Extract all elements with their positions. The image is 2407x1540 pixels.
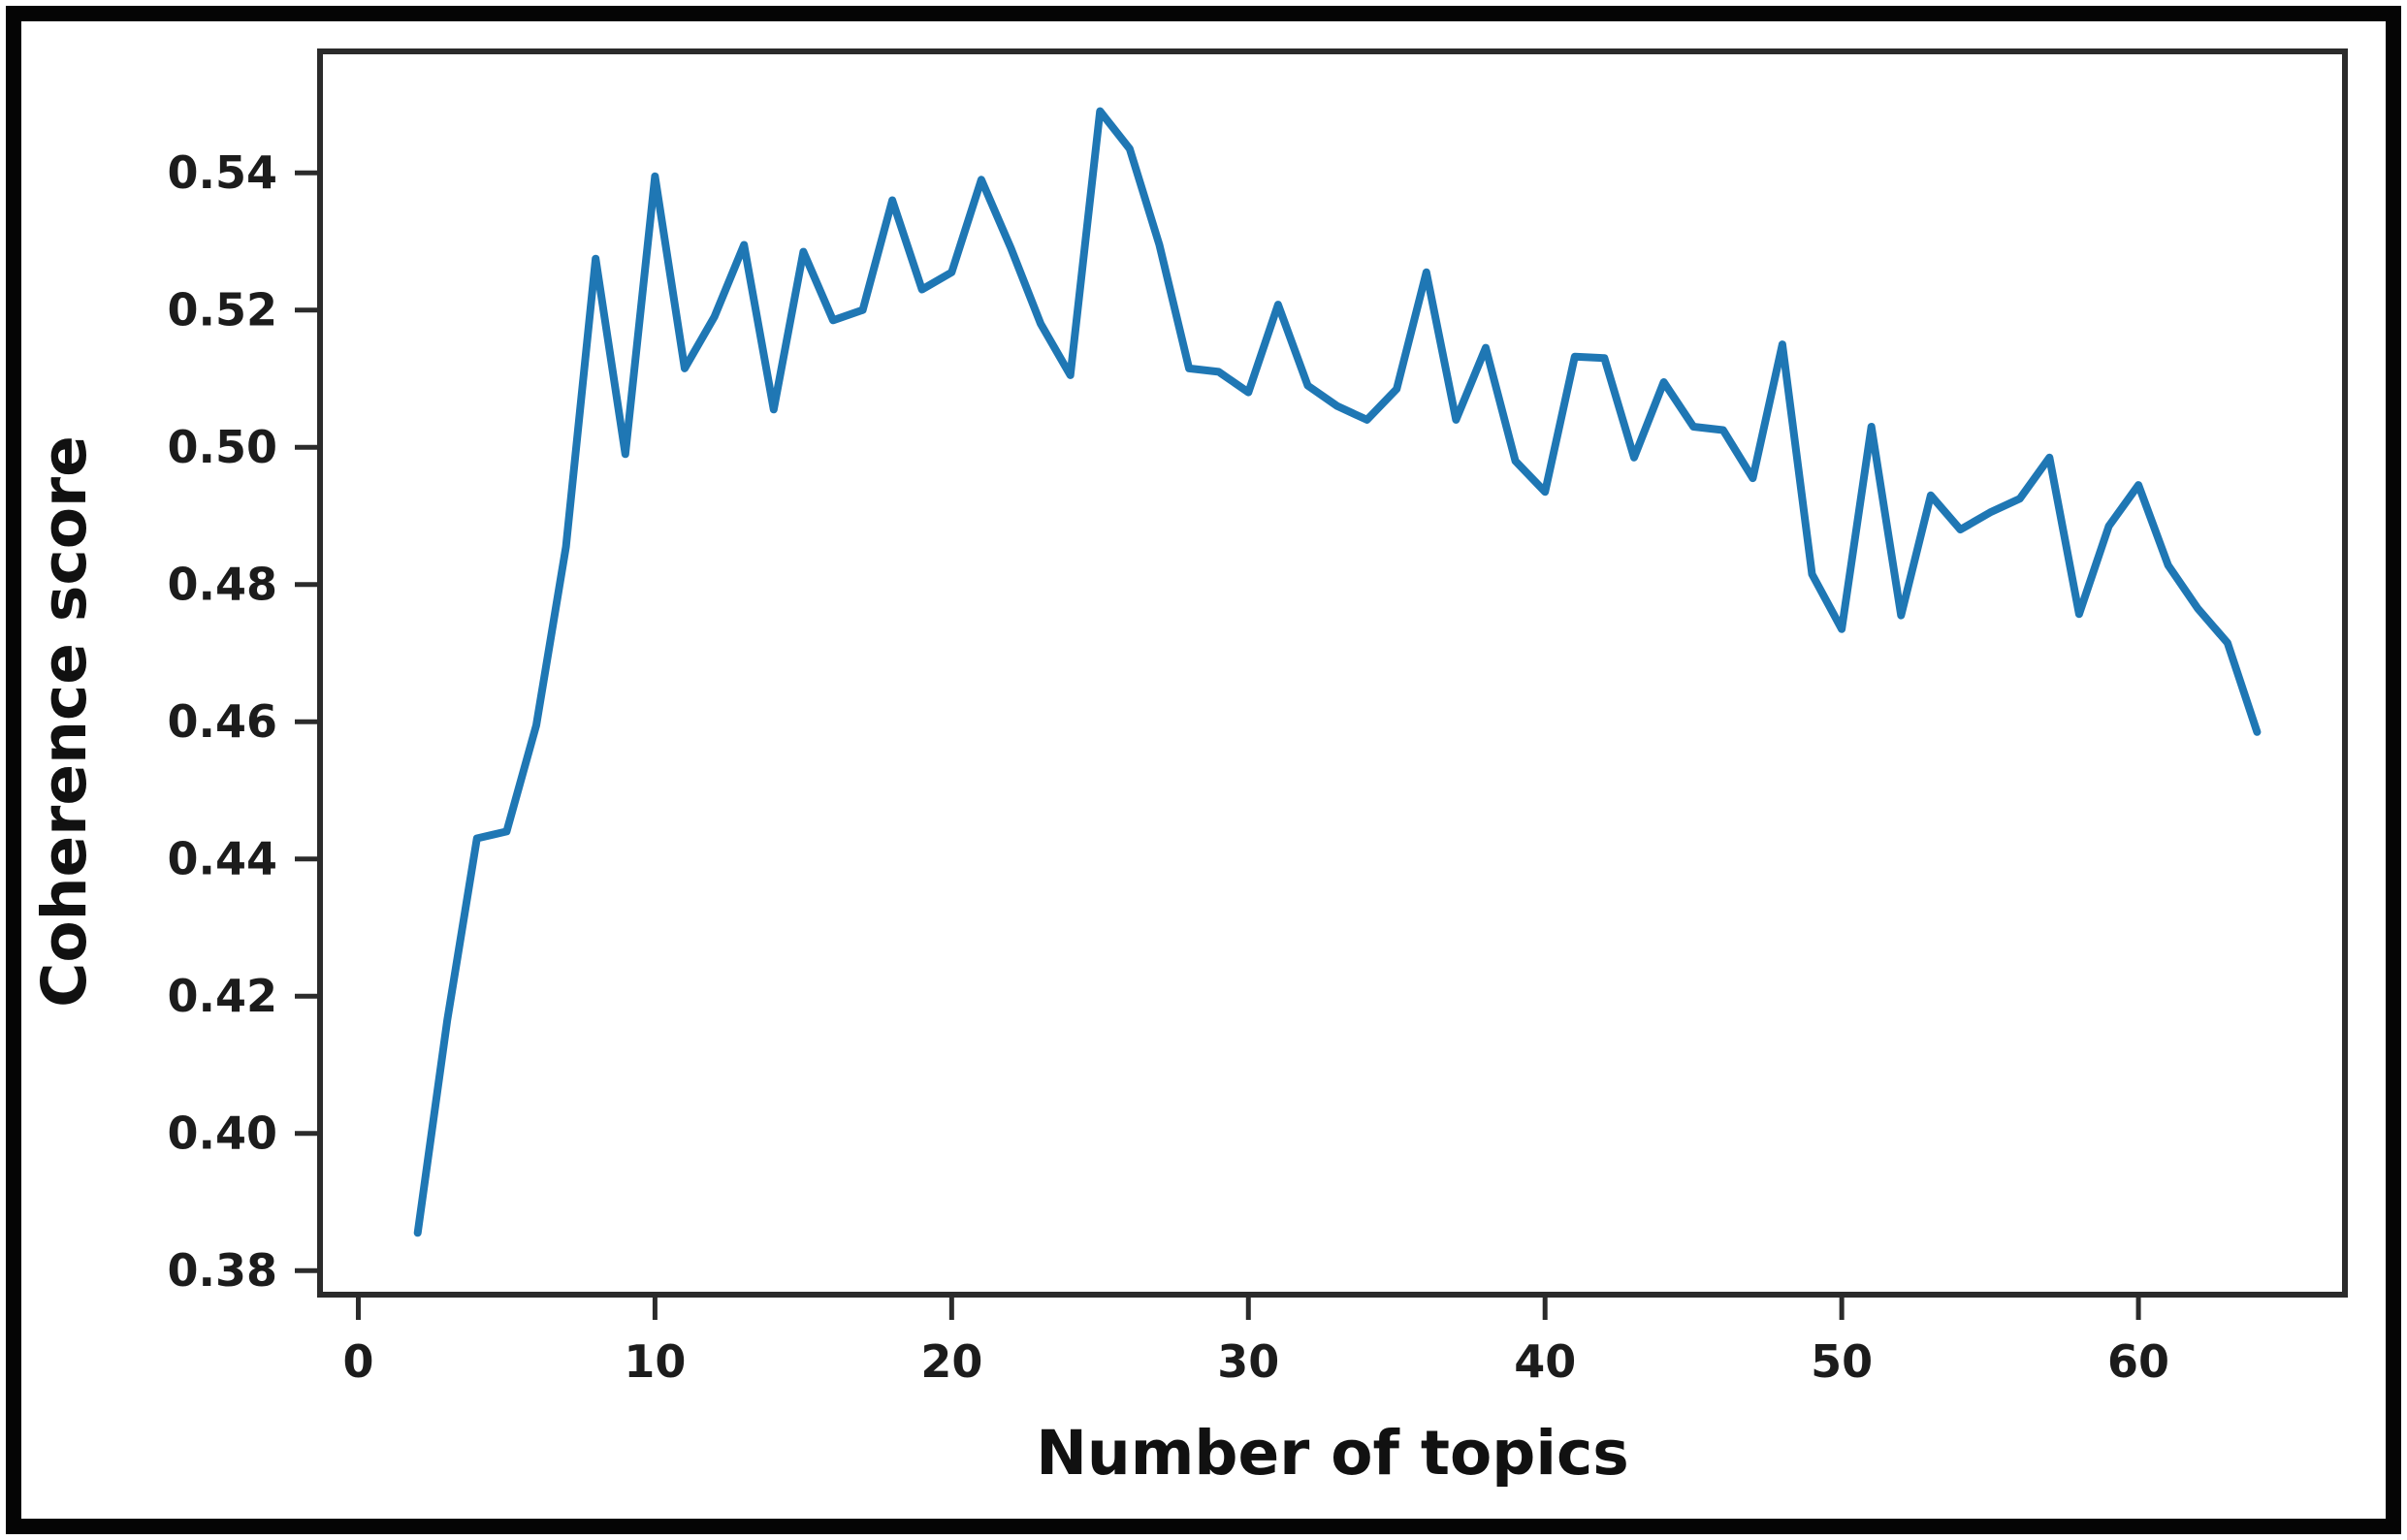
y-tick-label: 0.42 bbox=[168, 970, 278, 1022]
y-tick-label: 0.48 bbox=[168, 559, 278, 611]
figure-border bbox=[6, 6, 2401, 1534]
y-tick-label: 0.40 bbox=[168, 1107, 278, 1160]
x-axis-ticks: 0 10 20 30 40 50 60 bbox=[342, 1295, 2169, 1388]
plot-area bbox=[317, 48, 2348, 1298]
x-tick-label: 30 bbox=[1217, 1335, 1279, 1388]
coherence-score-line bbox=[413, 107, 2262, 1237]
y-tick-label: 0.50 bbox=[168, 421, 278, 473]
y-tick-label: 0.54 bbox=[168, 146, 278, 199]
y-tick-label: 0.38 bbox=[168, 1244, 278, 1297]
x-axis-label: Number of topics bbox=[1036, 1418, 1629, 1489]
y-axis-label: Coherence score bbox=[29, 435, 100, 1008]
y-axis-ticks: 0.38 0.40 0.42 0.44 0.46 0.48 0.50 0.52 0.54 bbox=[168, 146, 320, 1297]
x-tick-label: 40 bbox=[1514, 1335, 1576, 1388]
x-tick-label: 10 bbox=[624, 1335, 686, 1388]
y-tick-label: 0.44 bbox=[168, 833, 278, 885]
x-tick-label: 50 bbox=[1811, 1335, 1873, 1388]
y-tick-label: 0.46 bbox=[168, 695, 278, 748]
x-tick-label: 60 bbox=[2107, 1335, 2169, 1388]
x-tick-label: 20 bbox=[920, 1335, 982, 1388]
y-tick-label: 0.52 bbox=[168, 284, 278, 337]
x-tick-label: 0 bbox=[342, 1335, 373, 1388]
